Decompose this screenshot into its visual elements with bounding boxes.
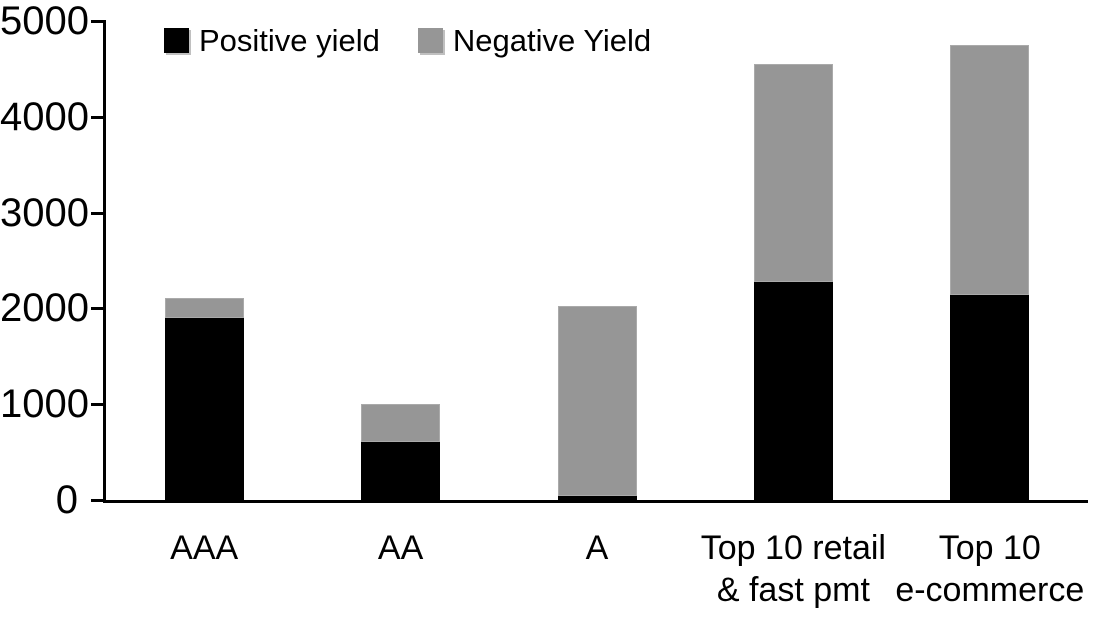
segment-negative-yield	[164, 297, 244, 318]
y-tick-label-2000: 2000	[0, 286, 89, 331]
bar-aa	[361, 404, 441, 500]
x-category-label: A	[585, 529, 609, 567]
legend-label: Negative Yield	[452, 23, 652, 58]
legend-label: Positive yield	[199, 23, 380, 58]
y-tick-label-0: 0	[55, 478, 78, 522]
y-tick-mark-2000	[91, 307, 104, 311]
chart-legend: Positive yield Negative Yield	[164, 25, 651, 56]
bar-aaa	[164, 297, 244, 500]
segment-negative-yield	[753, 64, 833, 282]
y-tick-mark-5000	[91, 20, 104, 23]
segment-positive-yield	[950, 294, 1030, 500]
segment-negative-yield	[557, 305, 637, 497]
y-tick-label-5000: 5000	[0, 0, 89, 43]
legend-item-positive-yield: Positive yield	[164, 25, 380, 56]
y-tick-mark-1000	[91, 403, 104, 407]
segment-negative-yield	[361, 404, 441, 442]
bar-top-10-retail	[753, 64, 833, 500]
legend-item-negative-yield: Negative Yield	[417, 23, 652, 58]
legend-swatch-icon	[164, 28, 189, 53]
bar-top-10	[950, 44, 1030, 500]
segment-positive-yield	[557, 496, 637, 500]
segment-positive-yield	[164, 317, 244, 500]
x-category-label: AA	[377, 529, 424, 567]
x-axis-line	[103, 500, 1088, 503]
y-tick-label-4000: 4000	[0, 94, 89, 139]
y-tick-mark-3000	[91, 211, 104, 215]
segment-positive-yield	[753, 281, 833, 500]
segment-negative-yield	[950, 44, 1030, 295]
bar-a	[557, 305, 637, 500]
y-axis-line	[103, 20, 106, 503]
x-category-label: AAA	[170, 529, 239, 567]
y-tick-label-3000: 3000	[0, 190, 89, 235]
x-category-label: Top 10 e-commerce	[895, 529, 1085, 609]
y-tick-mark-0	[91, 499, 104, 502]
y-tick-mark-4000	[91, 115, 104, 119]
x-category-label: Top 10 retail & fast pmt	[700, 529, 886, 609]
y-tick-label-1000: 1000	[0, 382, 89, 427]
segment-positive-yield	[361, 441, 441, 500]
legend-swatch-icon	[417, 28, 443, 53]
